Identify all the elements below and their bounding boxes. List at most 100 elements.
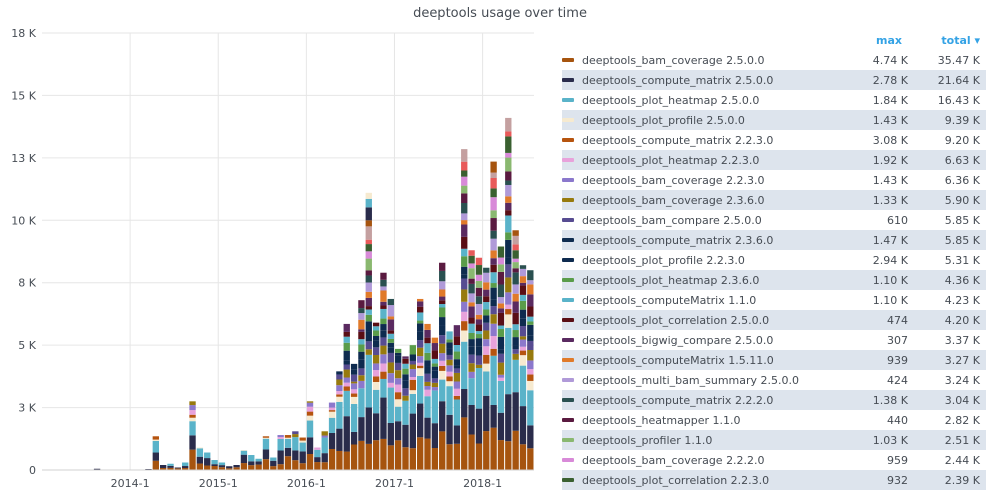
bar-stack[interactable] — [372, 322, 380, 470]
bar-stack[interactable] — [402, 356, 409, 470]
bar-stack[interactable] — [270, 457, 277, 470]
bar-segment — [358, 308, 365, 314]
legend-row[interactable]: deeptools_plot_heatmap 2.2.3.0 1.92 K 6.63… — [562, 150, 986, 170]
legend-row[interactable]: deeptools_heatmapper 1.1.0 440 2.82 K — [562, 410, 986, 430]
bar-stack[interactable] — [189, 401, 196, 470]
legend-row[interactable]: deeptools_computeMatrix 1.1.0 1.10 K 4.23 … — [562, 290, 986, 310]
bar-stack[interactable] — [505, 117, 512, 470]
bar-stack[interactable] — [387, 298, 394, 470]
bar-stack[interactable] — [152, 436, 159, 470]
legend-row[interactable]: deeptools_bigwig_compare 2.5.0.0 307 3.37 … — [562, 330, 986, 350]
legend-row[interactable]: deeptools_plot_correlation 2.2.3.0 932 2.3… — [562, 470, 986, 490]
bar-stack[interactable] — [483, 267, 490, 470]
legend-max-value: 932 — [887, 473, 908, 487]
bar-stack[interactable] — [380, 272, 387, 470]
legend-row[interactable]: deeptools_profiler 1.1.0 1.03 K 2.51 K — [562, 430, 986, 450]
bar-stack[interactable] — [284, 435, 292, 470]
bar-stack[interactable] — [204, 452, 211, 470]
bar-stack[interactable] — [417, 298, 424, 470]
legend-series-name: deeptools_plot_heatmap 2.3.6.0 — [582, 273, 760, 287]
bar-segment — [483, 272, 490, 283]
bar-segment — [409, 360, 417, 365]
bar-stack[interactable] — [248, 455, 255, 470]
legend-row[interactable]: deeptools_multi_bam_summary 2.5.0.0 424 3.… — [562, 370, 986, 390]
bar-stack[interactable] — [512, 230, 519, 470]
bar-stack[interactable] — [519, 265, 527, 470]
legend-row[interactable]: deeptools_compute_matrix 2.3.6.0 1.47 K 5.… — [562, 230, 986, 250]
legend-max-value: 1.10 K — [872, 293, 908, 307]
bar-segment — [439, 401, 446, 432]
bar-stack[interactable] — [226, 466, 233, 470]
bar-stack[interactable] — [306, 401, 314, 470]
bar-stack[interactable] — [218, 462, 226, 470]
legend-row[interactable]: deeptools_compute_matrix 2.2.3.0 3.08 K 9.… — [562, 130, 986, 150]
bar-stack[interactable] — [394, 348, 402, 470]
bar-segment — [372, 370, 380, 377]
bar-stack[interactable] — [431, 337, 439, 470]
legend-row[interactable]: deeptools_computeMatrix 1.5.11.0 939 3.27 … — [562, 350, 986, 370]
bar-stack[interactable] — [336, 371, 343, 470]
legend-row[interactable]: deeptools_plot_profile 2.2.3.0 2.94 K 5.31… — [562, 250, 986, 270]
stacked-bar-chart: 0 3 K 5 K 8 K 10 K 13 K 15 K 18 K 2014-1 2015-1 20… — [11, 27, 534, 490]
bar-stack[interactable] — [174, 467, 182, 470]
bar-stack[interactable] — [262, 436, 270, 470]
bar-stack[interactable] — [358, 300, 365, 470]
bar-segment — [174, 467, 182, 469]
legend-row[interactable]: deeptools_bam_coverage 2.2.3.0 1.43 K 6.36… — [562, 170, 986, 190]
bar-stack[interactable] — [527, 270, 534, 470]
legend-swatch — [562, 158, 574, 162]
bar-stack[interactable] — [453, 325, 461, 470]
bar-segment — [527, 350, 534, 361]
bar-stack[interactable] — [424, 323, 431, 470]
bar-stack[interactable] — [468, 250, 475, 470]
legend-total-header[interactable]: total ▾ — [941, 33, 980, 47]
bar-stack[interactable] — [299, 437, 306, 470]
legend-row[interactable]: deeptools_compute_matrix 2.5.0.0 2.78 K 21… — [562, 70, 986, 90]
bar-segment — [372, 381, 380, 390]
bar-stack[interactable] — [196, 447, 204, 470]
bar-stack[interactable] — [350, 363, 358, 470]
bar-stack[interactable] — [439, 262, 446, 470]
bar-stack[interactable] — [446, 331, 453, 470]
legend-row[interactable]: deeptools_plot_heatmap 2.5.0.0 1.84 K 16.4… — [562, 90, 986, 110]
legend-max-header[interactable]: max — [876, 33, 902, 47]
bar-segment — [365, 226, 372, 240]
bar-stack[interactable] — [475, 257, 483, 470]
bar-stack[interactable] — [159, 465, 167, 470]
bar-segment — [306, 437, 314, 454]
bar-stack[interactable] — [211, 460, 218, 470]
bar-stack[interactable] — [365, 192, 372, 470]
bar-stack[interactable] — [167, 463, 174, 470]
bar-segment — [336, 371, 343, 375]
legend-row[interactable]: deeptools_bam_coverage 2.5.0.0 4.74 K 35.4… — [562, 50, 986, 70]
bar-stack[interactable] — [292, 431, 299, 470]
bar-stack[interactable] — [321, 431, 328, 470]
legend-row[interactable]: deeptools_bam_compare 2.5.0.0 610 5.85 K — [562, 210, 986, 230]
bar-segment — [505, 196, 512, 203]
bar-stack[interactable] — [409, 345, 417, 470]
legend-row[interactable]: deeptools_plot_profile 2.5.0.0 1.43 K 9.39… — [562, 110, 986, 130]
bar-stack[interactable] — [490, 161, 497, 470]
bar-segment — [167, 463, 174, 466]
legend-row[interactable]: deeptools_bam_coverage 2.3.6.0 1.33 K 5.90… — [562, 190, 986, 210]
legend-row[interactable]: deeptools_bam_coverage 2.2.2.0 959 2.44 K — [562, 450, 986, 470]
bar-stack[interactable] — [343, 323, 350, 470]
bar-stack[interactable] — [182, 462, 189, 470]
bar-stack[interactable] — [497, 246, 505, 470]
bar-stack[interactable] — [328, 402, 336, 470]
bar-segment — [497, 353, 505, 363]
bar-stack[interactable] — [277, 435, 284, 470]
bar-stack[interactable] — [255, 458, 262, 470]
bar-stack[interactable] — [461, 149, 468, 470]
bar-stack[interactable] — [233, 465, 240, 470]
legend-row[interactable]: deeptools_plot_correlation 2.5.0.0 474 4.2… — [562, 310, 986, 330]
bar-segment — [475, 355, 483, 365]
bar-segment — [527, 448, 534, 470]
legend-row[interactable]: deeptools_compute_matrix 2.2.2.0 1.38 K 3.… — [562, 390, 986, 410]
bar-segment — [248, 461, 255, 466]
bar-stack[interactable] — [240, 450, 248, 470]
bar-stack[interactable] — [314, 447, 321, 470]
bar-segment — [468, 354, 475, 364]
bar-segment — [519, 276, 527, 283]
legend-row[interactable]: deeptools_plot_heatmap 2.3.6.0 1.10 K 4.36… — [562, 270, 986, 290]
